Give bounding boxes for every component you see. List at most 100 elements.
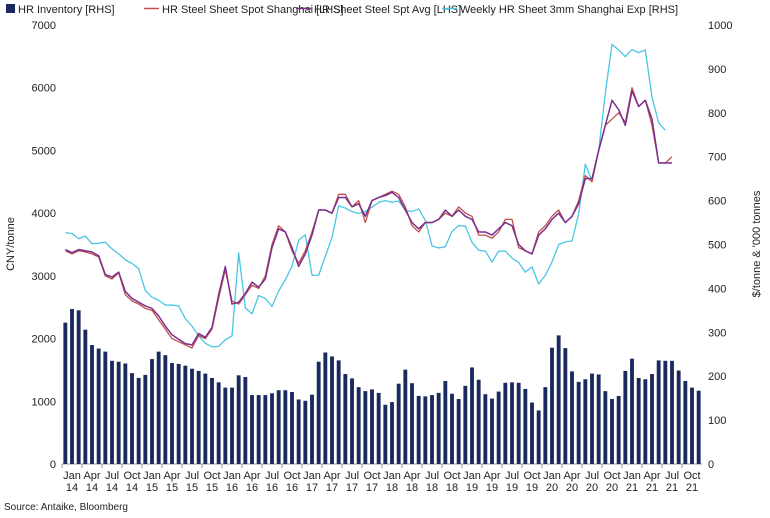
x-tick-month: Oct — [443, 470, 460, 482]
right-tick-label: 900 — [708, 64, 726, 76]
x-tick-year: 19 — [486, 482, 498, 494]
x-tick-month: Jan — [303, 470, 321, 482]
inventory-bar — [296, 399, 301, 464]
inventory-bar — [483, 394, 488, 464]
inventory-bar — [336, 360, 341, 464]
x-tick-year: 15 — [166, 482, 178, 494]
inventory-bar — [536, 410, 541, 464]
x-tick-year: 20 — [586, 482, 598, 494]
weekly-hr-sheet-line — [65, 43, 666, 348]
inventory-bar — [223, 387, 228, 464]
inventory-bar — [196, 370, 201, 464]
inventory-bar — [570, 371, 574, 464]
x-tick-year: 21 — [646, 482, 658, 494]
inventory-bar — [516, 382, 521, 464]
x-tick-month: Oct — [523, 470, 540, 482]
x-tick-year: 16 — [266, 482, 278, 494]
inventory-bar — [610, 399, 614, 464]
inventory-bar — [183, 365, 188, 464]
inventory-bar — [163, 355, 168, 464]
inventory-bar — [383, 404, 388, 464]
inventory-bar — [643, 379, 648, 464]
x-tick-month: Jul — [185, 470, 199, 482]
x-tick-month: Jul — [665, 470, 679, 482]
x-tick-year: 16 — [286, 482, 298, 494]
inventory-bar — [203, 373, 208, 464]
x-tick-year: 20 — [606, 482, 618, 494]
inventory-bar — [316, 361, 321, 464]
inventory-bar — [210, 377, 214, 464]
inventory-bar — [356, 387, 361, 464]
chart-legend: HR Inventory [RHS] HR Steel Sheet Spot Sh… — [6, 4, 678, 16]
inventory-bar — [603, 391, 608, 464]
inventory-bar — [70, 309, 74, 464]
inventory-bar — [396, 383, 401, 464]
x-tick-year: 16 — [246, 482, 258, 494]
x-tick-month: Jan — [623, 470, 641, 482]
x-tick-month: Oct — [283, 470, 300, 482]
left-tick-label: 7000 — [32, 20, 56, 32]
left-tick-label: 1000 — [32, 396, 56, 408]
inventory-bar — [590, 373, 594, 464]
x-tick-year: 14 — [106, 482, 118, 494]
right-tick-label: 600 — [708, 196, 726, 208]
inventory-bar — [170, 363, 174, 464]
inventory-bar — [330, 356, 334, 464]
inventory-bar — [63, 322, 68, 464]
inventory-bar — [403, 369, 408, 464]
inventory-bar — [630, 358, 634, 464]
inventory-bar — [376, 392, 381, 464]
right-tick-label: 0 — [708, 459, 714, 471]
inventory-bar — [436, 392, 441, 464]
right-tick-label: 1000 — [708, 20, 732, 32]
right-axis-title: $/tonne & '000 tonnes — [751, 190, 763, 297]
inventory-bar — [90, 345, 94, 464]
x-tick-month: Jan — [463, 470, 481, 482]
legend-label-inventory: HR Inventory [RHS] — [18, 4, 115, 16]
inventory-bar — [696, 390, 701, 464]
inventory-bar — [530, 402, 534, 464]
x-tick-year: 19 — [506, 482, 518, 494]
x-tick-month: Oct — [203, 470, 220, 482]
x-tick-year: 17 — [326, 482, 338, 494]
inventory-bar — [523, 388, 528, 464]
x-tick-year: 15 — [186, 482, 198, 494]
inventory-bar — [416, 395, 421, 464]
inventory-bar — [303, 400, 308, 464]
left-tick-label: 3000 — [32, 271, 56, 283]
inventory-bar — [550, 347, 554, 464]
inventory-bar — [563, 348, 568, 464]
inventory-bar — [130, 373, 134, 464]
inventory-bar — [676, 370, 681, 464]
x-tick-year: 19 — [466, 482, 478, 494]
inventory-bar — [116, 361, 121, 464]
inventory-bar — [623, 370, 628, 464]
x-tick-year: 18 — [386, 482, 398, 494]
inventory-bar — [190, 368, 194, 464]
inventory-bar — [370, 389, 374, 464]
x-tick-year: 15 — [146, 482, 158, 494]
x-tick-month: Apr — [163, 470, 180, 482]
inventory-bar — [323, 352, 328, 464]
right-tick-label: 300 — [708, 327, 726, 339]
x-tick-year: 20 — [546, 482, 558, 494]
x-tick-year: 14 — [66, 482, 78, 494]
x-tick-year: 14 — [126, 482, 138, 494]
inventory-bar — [430, 395, 434, 464]
left-tick-label: 2000 — [32, 334, 56, 346]
x-tick-month: Jan — [223, 470, 241, 482]
inventory-bar — [503, 382, 508, 464]
source-note: Source: Antaike, Bloomberg — [4, 502, 128, 513]
inventory-bar — [156, 351, 161, 464]
x-tick-month: Oct — [123, 470, 140, 482]
inventory-bar — [456, 399, 461, 464]
inventory-bar — [496, 391, 501, 464]
inventory-bar — [110, 360, 114, 464]
left-axis-title: CNY/tonne — [5, 217, 17, 271]
inventory-bar — [310, 394, 314, 464]
inventory-bar — [670, 360, 674, 464]
inventory-bar — [176, 363, 181, 464]
x-axis: Jan14Apr14Jul14Oct14Jan15Apr15Jul15Oct15… — [61, 464, 701, 494]
inventory-bar — [263, 395, 268, 464]
x-tick-year: 18 — [406, 482, 418, 494]
